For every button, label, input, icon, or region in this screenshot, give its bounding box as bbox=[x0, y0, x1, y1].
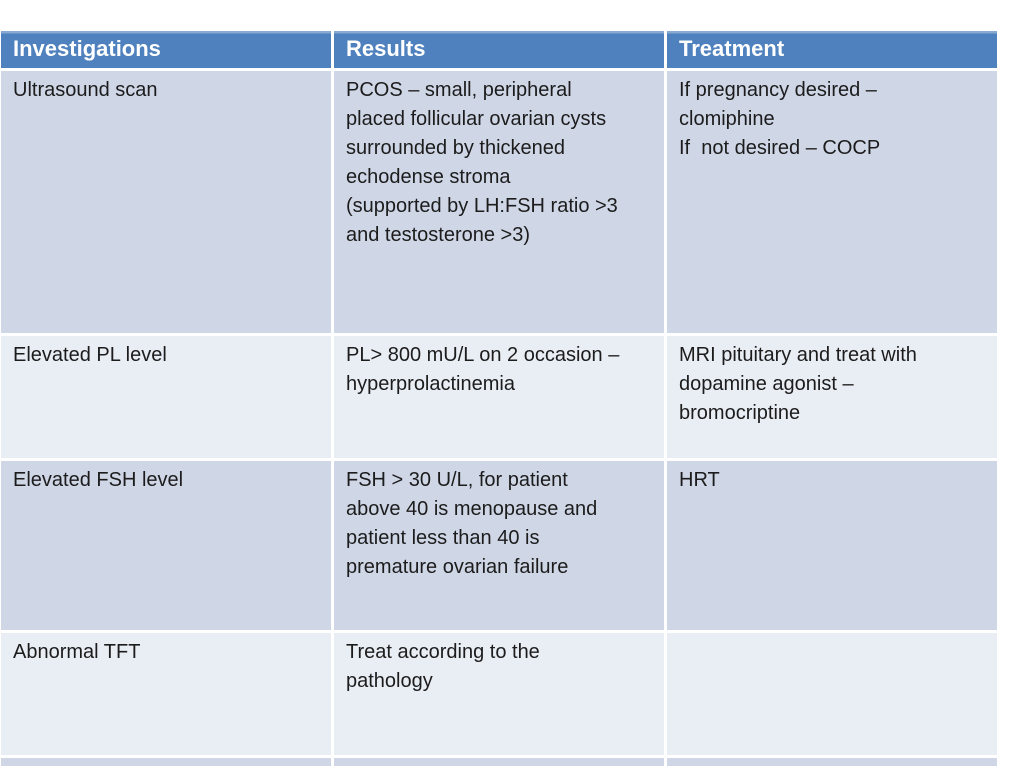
partial-row-cell bbox=[334, 758, 664, 766]
cell-r4-treatment bbox=[667, 633, 997, 755]
column-header-results: Results bbox=[334, 31, 664, 68]
column-header-treatment: Treatment bbox=[667, 31, 997, 68]
partial-row-cell bbox=[667, 758, 997, 766]
cell-r1-result: PCOS – small, peripheral placed follicul… bbox=[334, 71, 664, 333]
cell-r1-treatment: If pregnancy desired – clomiphine If not… bbox=[667, 71, 997, 333]
column-header-investigations: Investigations bbox=[1, 31, 331, 68]
cell-r2-investigation: Elevated PL level bbox=[1, 336, 331, 458]
cell-r4-investigation: Abnormal TFT bbox=[1, 633, 331, 755]
cell-r1-investigation: Ultrasound scan bbox=[1, 71, 331, 333]
cell-r2-result: PL> 800 mU/L on 2 occasion – hyperprolac… bbox=[334, 336, 664, 458]
investigations-results-treatment-table: Investigations Results Treatment Ultraso… bbox=[1, 31, 997, 766]
cell-r4-result: Treat according to the pathology bbox=[334, 633, 664, 755]
cell-r2-treatment: MRI pituitary and treat with dopamine ag… bbox=[667, 336, 997, 458]
cell-r3-result: FSH > 30 U/L, for patient above 40 is me… bbox=[334, 461, 664, 630]
cell-r3-investigation: Elevated FSH level bbox=[1, 461, 331, 630]
partial-row-cell bbox=[1, 758, 331, 766]
cell-r3-treatment: HRT bbox=[667, 461, 997, 630]
